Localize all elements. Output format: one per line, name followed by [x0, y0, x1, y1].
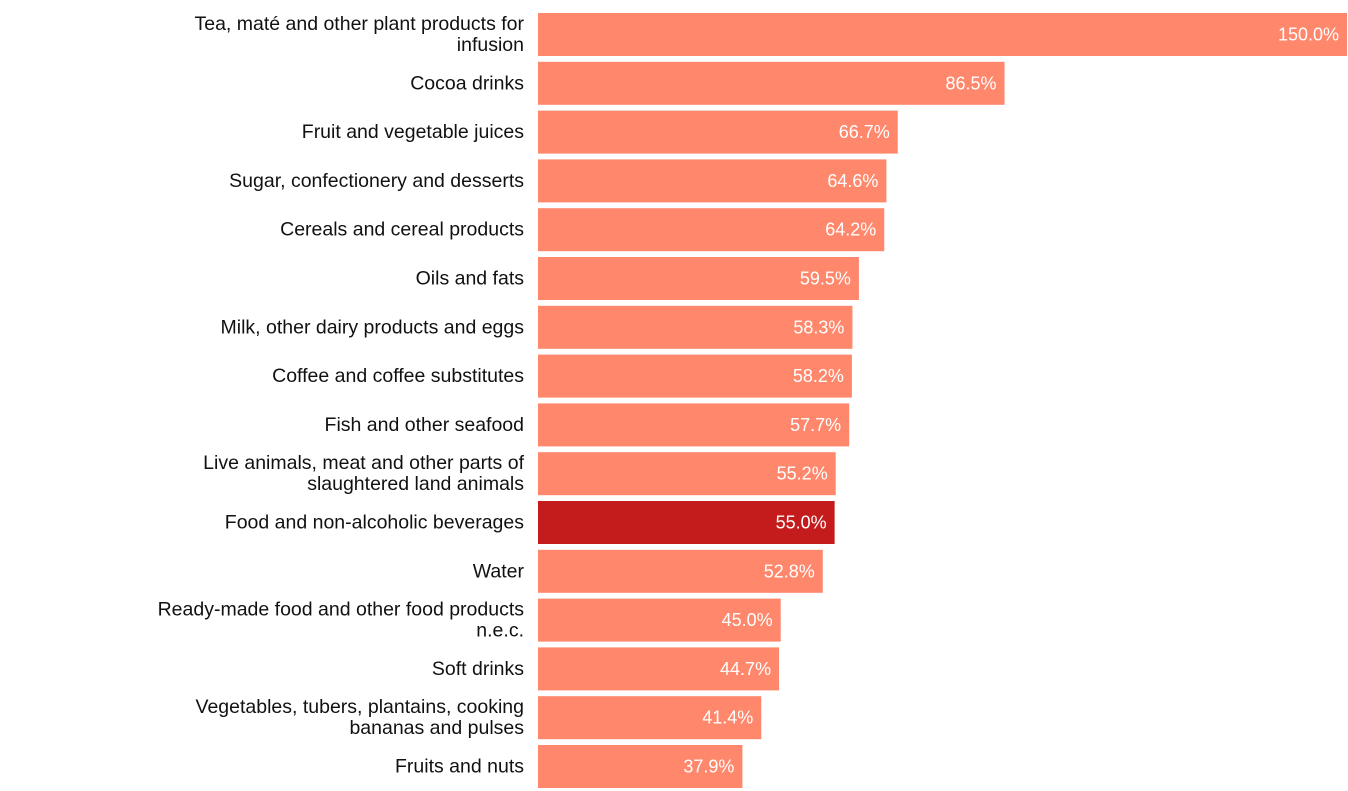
bar-cereals-and-cereal-products	[538, 208, 885, 252]
bar-tea-mat-and-other-plant-products-for-infusion	[538, 13, 1347, 56]
value-label-fruit-and-vegetable-juices: 66.7%	[839, 122, 890, 142]
value-label-sugar-confectionery-and-desserts: 64.6%	[827, 171, 878, 191]
bar-fish-and-other-seafood	[538, 403, 850, 447]
category-label-water: Water	[473, 560, 525, 582]
value-label-cocoa-drinks: 86.5%	[945, 73, 996, 93]
category-label-tea-mat-and-other-plant-products-for-infusion: Tea, maté and other plant products for in…	[194, 13, 524, 56]
bar-coffee-and-coffee-substitutes	[538, 354, 852, 398]
category-label-cocoa-drinks: Cocoa drinks	[410, 72, 524, 94]
category-label-ready-made-food-and-other-food-products-n-e-c: Ready-made food and other food products n…	[158, 599, 525, 642]
value-label-live-animals-meat-and-other-parts-of-slaughtered-land-animals: 55.2%	[777, 464, 828, 484]
category-label-milk-other-dairy-products-and-eggs: Milk, other dairy products and eggs	[221, 316, 525, 338]
category-label-line: Food and non-alcoholic beverages	[225, 512, 524, 534]
value-label-water: 52.8%	[764, 561, 815, 581]
bar-milk-other-dairy-products-and-eggs	[538, 305, 853, 349]
category-label-food-and-non-alcoholic-beverages: Food and non-alcoholic beverages	[225, 512, 524, 534]
category-label-live-animals-meat-and-other-parts-of-slaughtered-land-animals: Live animals, meat and other parts of sla…	[203, 452, 524, 495]
value-label-soft-drinks: 44.7%	[720, 659, 771, 679]
category-label-line: Fish and other seafood	[325, 414, 524, 436]
value-label-coffee-and-coffee-substitutes: 58.2%	[793, 366, 844, 386]
category-label-line: Sugar, confectionery and desserts	[229, 170, 524, 192]
bar-food-and-non-alcoholic-beverages	[538, 501, 835, 544]
bar-water	[538, 549, 823, 593]
category-label-line: Ready-made food and other food products	[158, 599, 525, 621]
bar-live-animals-meat-and-other-parts-of-slaughtered-land-animals	[538, 452, 836, 496]
category-label-line: infusion	[457, 34, 524, 56]
bar-cocoa-drinks	[538, 61, 1005, 105]
category-label-line: Vegetables, tubers, plantains, cooking	[196, 696, 524, 718]
category-label-line: Cocoa drinks	[410, 72, 524, 94]
category-label-fruit-and-vegetable-juices: Fruit and vegetable juices	[302, 121, 524, 143]
category-label-line: Cereals and cereal products	[280, 219, 524, 241]
value-label-food-and-non-alcoholic-beverages: 55.0%	[776, 513, 827, 533]
bar-sugar-confectionery-and-desserts	[538, 159, 887, 203]
value-label-vegetables-tubers-plantains-cooking-bananas-and-pulses: 41.4%	[702, 708, 753, 728]
bar-fruit-and-vegetable-juices	[538, 110, 898, 154]
category-label-line: Coffee and coffee substitutes	[272, 365, 524, 387]
value-label-ready-made-food-and-other-food-products-n-e-c: 45.0%	[722, 610, 773, 630]
bar-vegetables-tubers-plantains-cooking-bananas-and-pulses	[538, 696, 762, 740]
category-label-fruits-and-nuts: Fruits and nuts	[395, 756, 524, 778]
category-label-line: Fruit and vegetable juices	[302, 121, 524, 143]
category-label-line: slaughtered land animals	[307, 473, 524, 495]
category-label-coffee-and-coffee-substitutes: Coffee and coffee substitutes	[272, 365, 524, 387]
category-label-line: Water	[473, 560, 525, 582]
value-labels-group: 150.0% 86.5% 66.7% 64.6% 64.2% 59.5% 58.3% 58.2…	[683, 25, 1339, 777]
bars-group	[538, 13, 1347, 788]
value-label-oils-and-fats: 59.5%	[800, 269, 851, 289]
bar-oils-and-fats	[538, 257, 859, 300]
category-label-line: Tea, maté and other plant products for	[194, 13, 524, 35]
bar-fruits-and-nuts	[538, 745, 743, 788]
category-label-sugar-confectionery-and-desserts: Sugar, confectionery and desserts	[229, 170, 524, 192]
value-label-tea-mat-and-other-plant-products-for-infusion: 150.0%	[1278, 25, 1339, 45]
category-labels-group: Tea, maté and other plant products for in…	[158, 13, 525, 778]
value-label-cereals-and-cereal-products: 64.2%	[825, 220, 876, 240]
value-label-fish-and-other-seafood: 57.7%	[790, 415, 841, 435]
category-label-line: Oils and fats	[416, 268, 525, 290]
category-label-fish-and-other-seafood: Fish and other seafood	[325, 414, 524, 436]
category-label-vegetables-tubers-plantains-cooking-bananas-and-pulses: Vegetables, tubers, plantains, cooking ba…	[196, 696, 525, 739]
bar-soft-drinks	[538, 647, 780, 691]
category-label-line: Fruits and nuts	[395, 756, 524, 778]
value-label-milk-other-dairy-products-and-eggs: 58.3%	[793, 317, 844, 337]
category-label-cereals-and-cereal-products: Cereals and cereal products	[280, 219, 524, 241]
bar-ready-made-food-and-other-food-products-n-e-c	[538, 598, 781, 642]
category-label-line: Live animals, meat and other parts of	[203, 452, 524, 474]
category-label-oils-and-fats: Oils and fats	[416, 268, 525, 290]
category-label-line: Milk, other dairy products and eggs	[221, 316, 525, 338]
category-label-line: bananas and pulses	[349, 717, 524, 739]
category-label-line: Soft drinks	[432, 658, 524, 680]
value-label-fruits-and-nuts: 37.9%	[683, 757, 734, 777]
category-label-line: n.e.c.	[476, 620, 524, 642]
category-label-soft-drinks: Soft drinks	[432, 658, 524, 680]
